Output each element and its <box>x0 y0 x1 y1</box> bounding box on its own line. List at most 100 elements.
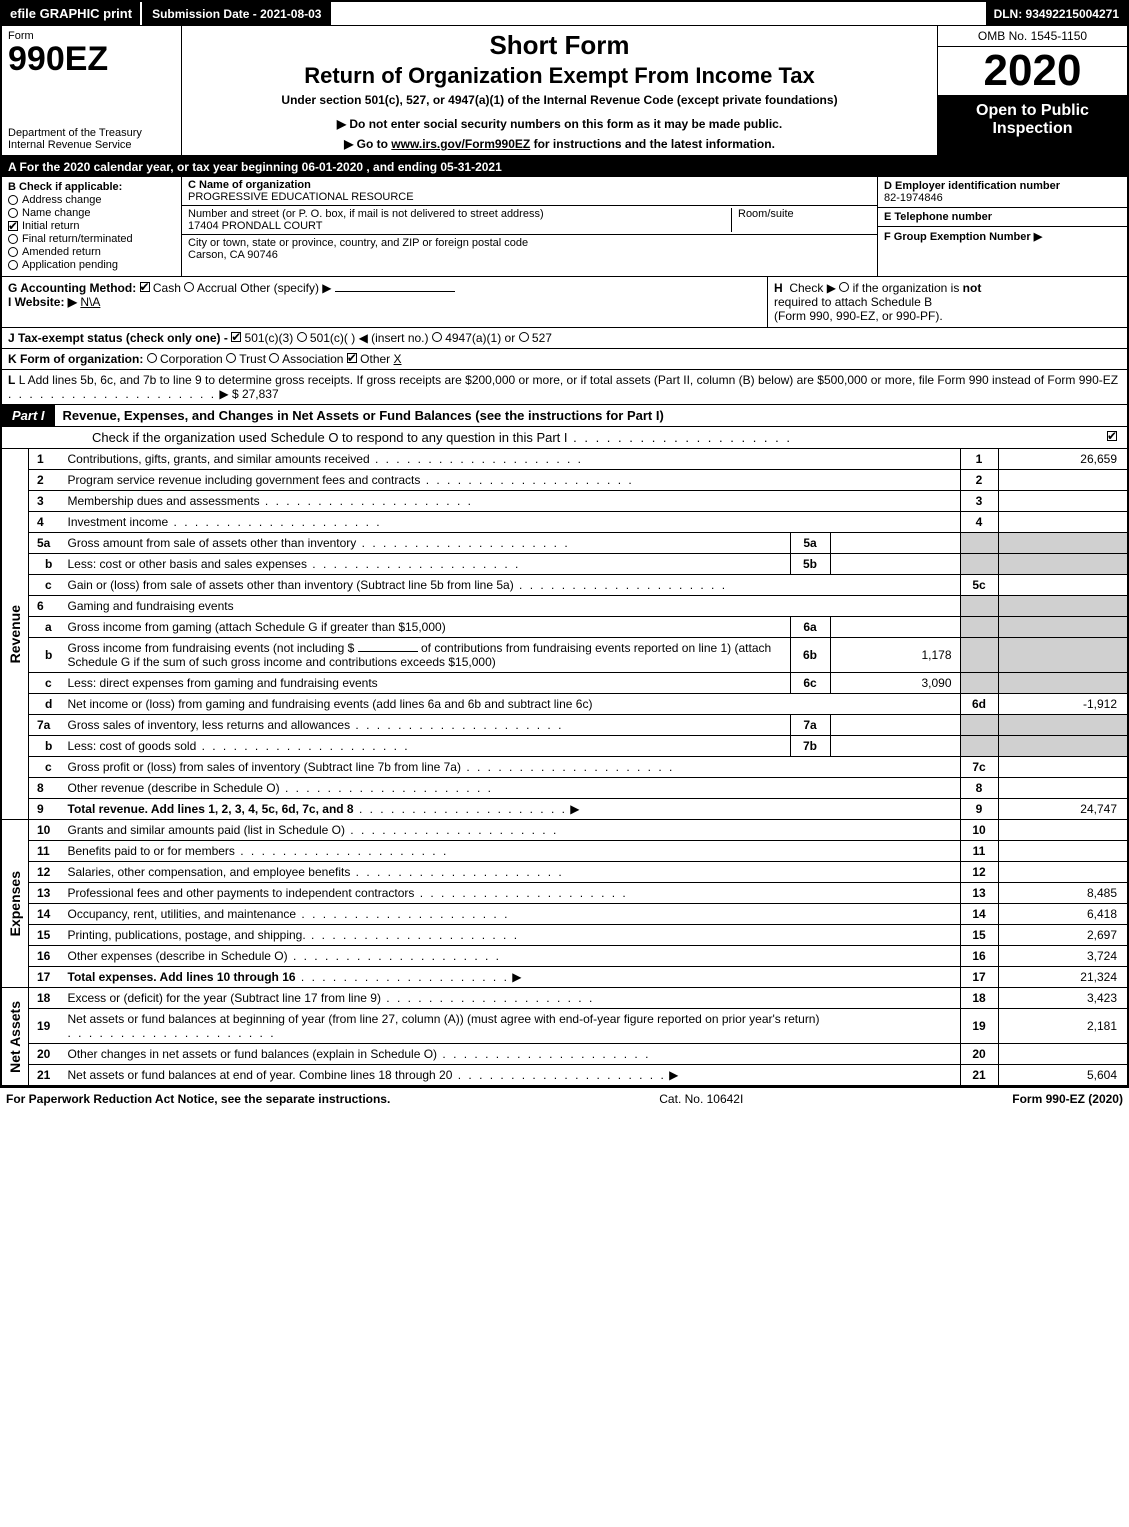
checkbox[interactable] <box>8 260 18 270</box>
line-midnum: 5a <box>790 533 830 554</box>
form-number: 990EZ <box>8 42 175 76</box>
line-rnum: 4 <box>960 512 998 533</box>
line-num: c <box>29 757 63 778</box>
shade-cell <box>998 736 1128 757</box>
line-desc: Occupancy, rent, utilities, and maintena… <box>63 904 961 925</box>
line-midnum: 6c <box>790 673 830 694</box>
short-form-title: Short Form <box>192 30 927 61</box>
j-501c-checkbox[interactable] <box>297 332 307 342</box>
dln-label: DLN: 93492215004271 <box>986 2 1127 25</box>
line-num: 4 <box>29 512 63 533</box>
h-line2: required to attach Schedule B <box>774 295 1121 309</box>
checkbox-label: Final return/terminated <box>22 233 133 245</box>
line-num: 18 <box>29 988 63 1009</box>
shade-cell <box>960 596 998 617</box>
form-header: Form 990EZ Department of the Treasury In… <box>0 25 1129 157</box>
shade-cell <box>998 596 1128 617</box>
g-label: G Accounting Method: <box>8 281 136 295</box>
line-rval: 3,423 <box>998 988 1128 1009</box>
open-to-public: Open to Public Inspection <box>938 96 1127 155</box>
k-other-checkbox[interactable] <box>347 353 357 363</box>
section-b-item: Amended return <box>8 246 175 258</box>
g-cash-checkbox[interactable] <box>140 282 150 292</box>
org-city: Carson, CA 90746 <box>188 249 871 261</box>
dept-treasury: Department of the Treasury Internal Reve… <box>8 127 175 151</box>
d-label: D Employer identification number <box>884 180 1121 192</box>
line-rval <box>998 575 1128 596</box>
line-midnum: 7a <box>790 715 830 736</box>
part1-checkbox[interactable] <box>1107 431 1117 441</box>
line-desc: Other revenue (describe in Schedule O) <box>63 778 961 799</box>
line-midnum: 6b <box>790 638 830 673</box>
part1-sub: Check if the organization used Schedule … <box>2 427 1097 448</box>
return-title: Return of Organization Exempt From Incom… <box>192 63 927 89</box>
line-num: a <box>29 617 63 638</box>
line-desc: Excess or (deficit) for the year (Subtra… <box>63 988 961 1009</box>
line-rnum: 19 <box>960 1009 998 1044</box>
line-rnum: 13 <box>960 883 998 904</box>
k-corp-checkbox[interactable] <box>147 353 157 363</box>
line-num: 1 <box>29 449 63 470</box>
footer-right: Form 990-EZ (2020) <box>1012 1092 1123 1106</box>
line-rval: 8,485 <box>998 883 1128 904</box>
line-num: b <box>29 638 63 673</box>
j-opt1: 501(c)(3) <box>245 331 294 345</box>
section-k: K Form of organization: Corporation Trus… <box>0 349 1129 370</box>
checkbox[interactable] <box>8 234 18 244</box>
top-bar: efile GRAPHIC print Submission Date - 20… <box>0 0 1129 25</box>
info-grid: B Check if applicable: Address changeNam… <box>0 177 1129 277</box>
line-rval: 3,724 <box>998 946 1128 967</box>
line-desc: Gross income from gaming (attach Schedul… <box>63 617 791 638</box>
tax-year: 2020 <box>938 47 1127 96</box>
section-b-item: Name change <box>8 207 175 219</box>
c-addr-label: Number and street (or P. O. box, if mail… <box>188 208 731 220</box>
j-4947-checkbox[interactable] <box>432 332 442 342</box>
line-rnum: 5c <box>960 575 998 596</box>
g-accrual-checkbox[interactable] <box>184 282 194 292</box>
line-num: 16 <box>29 946 63 967</box>
line-midnum: 7b <box>790 736 830 757</box>
part1-sub-row: Check if the organization used Schedule … <box>0 427 1129 449</box>
part1-check[interactable] <box>1097 427 1127 448</box>
line-num: 20 <box>29 1044 63 1065</box>
line-num: 11 <box>29 841 63 862</box>
checkbox[interactable] <box>8 208 18 218</box>
header-center: Short Form Return of Organization Exempt… <box>182 26 937 155</box>
goto-link[interactable]: www.irs.gov/Form990EZ <box>391 137 530 151</box>
goto-prefix: ▶ Go to <box>344 137 391 151</box>
line-num: 17 <box>29 967 63 988</box>
shade-cell <box>998 638 1128 673</box>
line-desc: Benefits paid to or for members <box>63 841 961 862</box>
checkbox-label: Application pending <box>22 259 118 271</box>
line-midval <box>830 736 960 757</box>
line-rnum: 20 <box>960 1044 998 1065</box>
dots-l <box>8 387 216 401</box>
shade-cell <box>960 715 998 736</box>
submission-date: Submission Date - 2021-08-03 <box>140 2 333 25</box>
footer-center: Cat. No. 10642I <box>659 1092 743 1106</box>
checkbox[interactable] <box>8 221 18 231</box>
j-527-checkbox[interactable] <box>519 332 529 342</box>
g-other-input[interactable] <box>335 291 455 292</box>
section-b-item: Initial return <box>8 220 175 232</box>
line-rval: 2,697 <box>998 925 1128 946</box>
line-rval <box>998 841 1128 862</box>
k-assoc-checkbox[interactable] <box>269 353 279 363</box>
k-trust-checkbox[interactable] <box>226 353 236 363</box>
h-line1: H Check ▶ if the organization is not <box>774 281 1121 295</box>
line-desc: Contributions, gifts, grants, and simila… <box>63 449 961 470</box>
vlabel-netassets: Net Assets <box>1 988 29 1087</box>
line-desc: Gross amount from sale of assets other t… <box>63 533 791 554</box>
j-501c3-checkbox[interactable] <box>231 332 241 342</box>
checkbox[interactable] <box>8 195 18 205</box>
checkbox[interactable] <box>8 247 18 257</box>
line-desc: Grants and similar amounts paid (list in… <box>63 820 961 841</box>
h-checkbox[interactable] <box>839 282 849 292</box>
line-desc: Gross income from fundraising events (no… <box>63 638 791 673</box>
section-b-item: Application pending <box>8 259 175 271</box>
line-desc: Investment income <box>63 512 961 533</box>
section-j: J Tax-exempt status (check only one) - 5… <box>0 328 1129 349</box>
org-street: 17404 PRONDALL COURT <box>188 220 731 232</box>
efile-label[interactable]: efile GRAPHIC print <box>2 2 140 25</box>
line-desc: Net assets or fund balances at end of ye… <box>63 1065 961 1087</box>
